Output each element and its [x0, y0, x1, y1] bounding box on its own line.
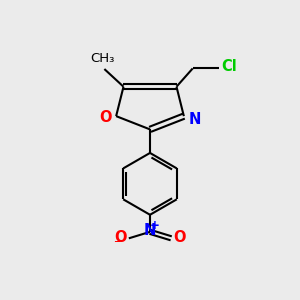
Text: CH₃: CH₃ — [90, 52, 114, 65]
Text: N: N — [188, 112, 201, 127]
Text: ⁻: ⁻ — [113, 237, 120, 250]
Text: O: O — [99, 110, 112, 125]
Text: +: + — [150, 220, 160, 232]
Text: O: O — [174, 230, 186, 245]
Text: Cl: Cl — [222, 59, 237, 74]
Text: O: O — [114, 230, 126, 245]
Text: N: N — [144, 223, 156, 238]
